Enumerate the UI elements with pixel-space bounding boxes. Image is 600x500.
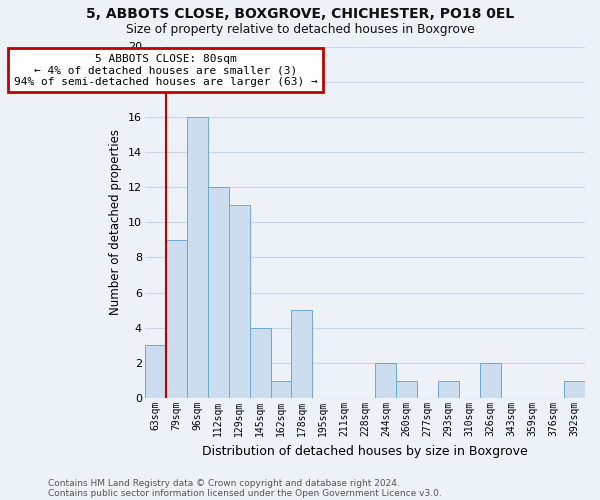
Text: Size of property relative to detached houses in Boxgrove: Size of property relative to detached ho… <box>125 22 475 36</box>
Bar <box>438 380 459 398</box>
Bar <box>145 346 166 398</box>
Bar <box>292 310 313 398</box>
Bar <box>271 380 292 398</box>
Bar <box>250 328 271 398</box>
Bar <box>208 187 229 398</box>
Y-axis label: Number of detached properties: Number of detached properties <box>109 130 122 316</box>
Text: Contains public sector information licensed under the Open Government Licence v3: Contains public sector information licen… <box>48 488 442 498</box>
Bar <box>376 363 397 398</box>
Text: 5 ABBOTS CLOSE: 80sqm
← 4% of detached houses are smaller (3)
94% of semi-detach: 5 ABBOTS CLOSE: 80sqm ← 4% of detached h… <box>14 54 317 86</box>
Bar <box>187 117 208 398</box>
Bar <box>166 240 187 398</box>
Text: 5, ABBOTS CLOSE, BOXGROVE, CHICHESTER, PO18 0EL: 5, ABBOTS CLOSE, BOXGROVE, CHICHESTER, P… <box>86 8 514 22</box>
X-axis label: Distribution of detached houses by size in Boxgrove: Distribution of detached houses by size … <box>202 444 528 458</box>
Text: Contains HM Land Registry data © Crown copyright and database right 2024.: Contains HM Land Registry data © Crown c… <box>48 478 400 488</box>
Bar <box>229 204 250 398</box>
Bar <box>480 363 501 398</box>
Bar <box>564 380 585 398</box>
Bar <box>397 380 417 398</box>
